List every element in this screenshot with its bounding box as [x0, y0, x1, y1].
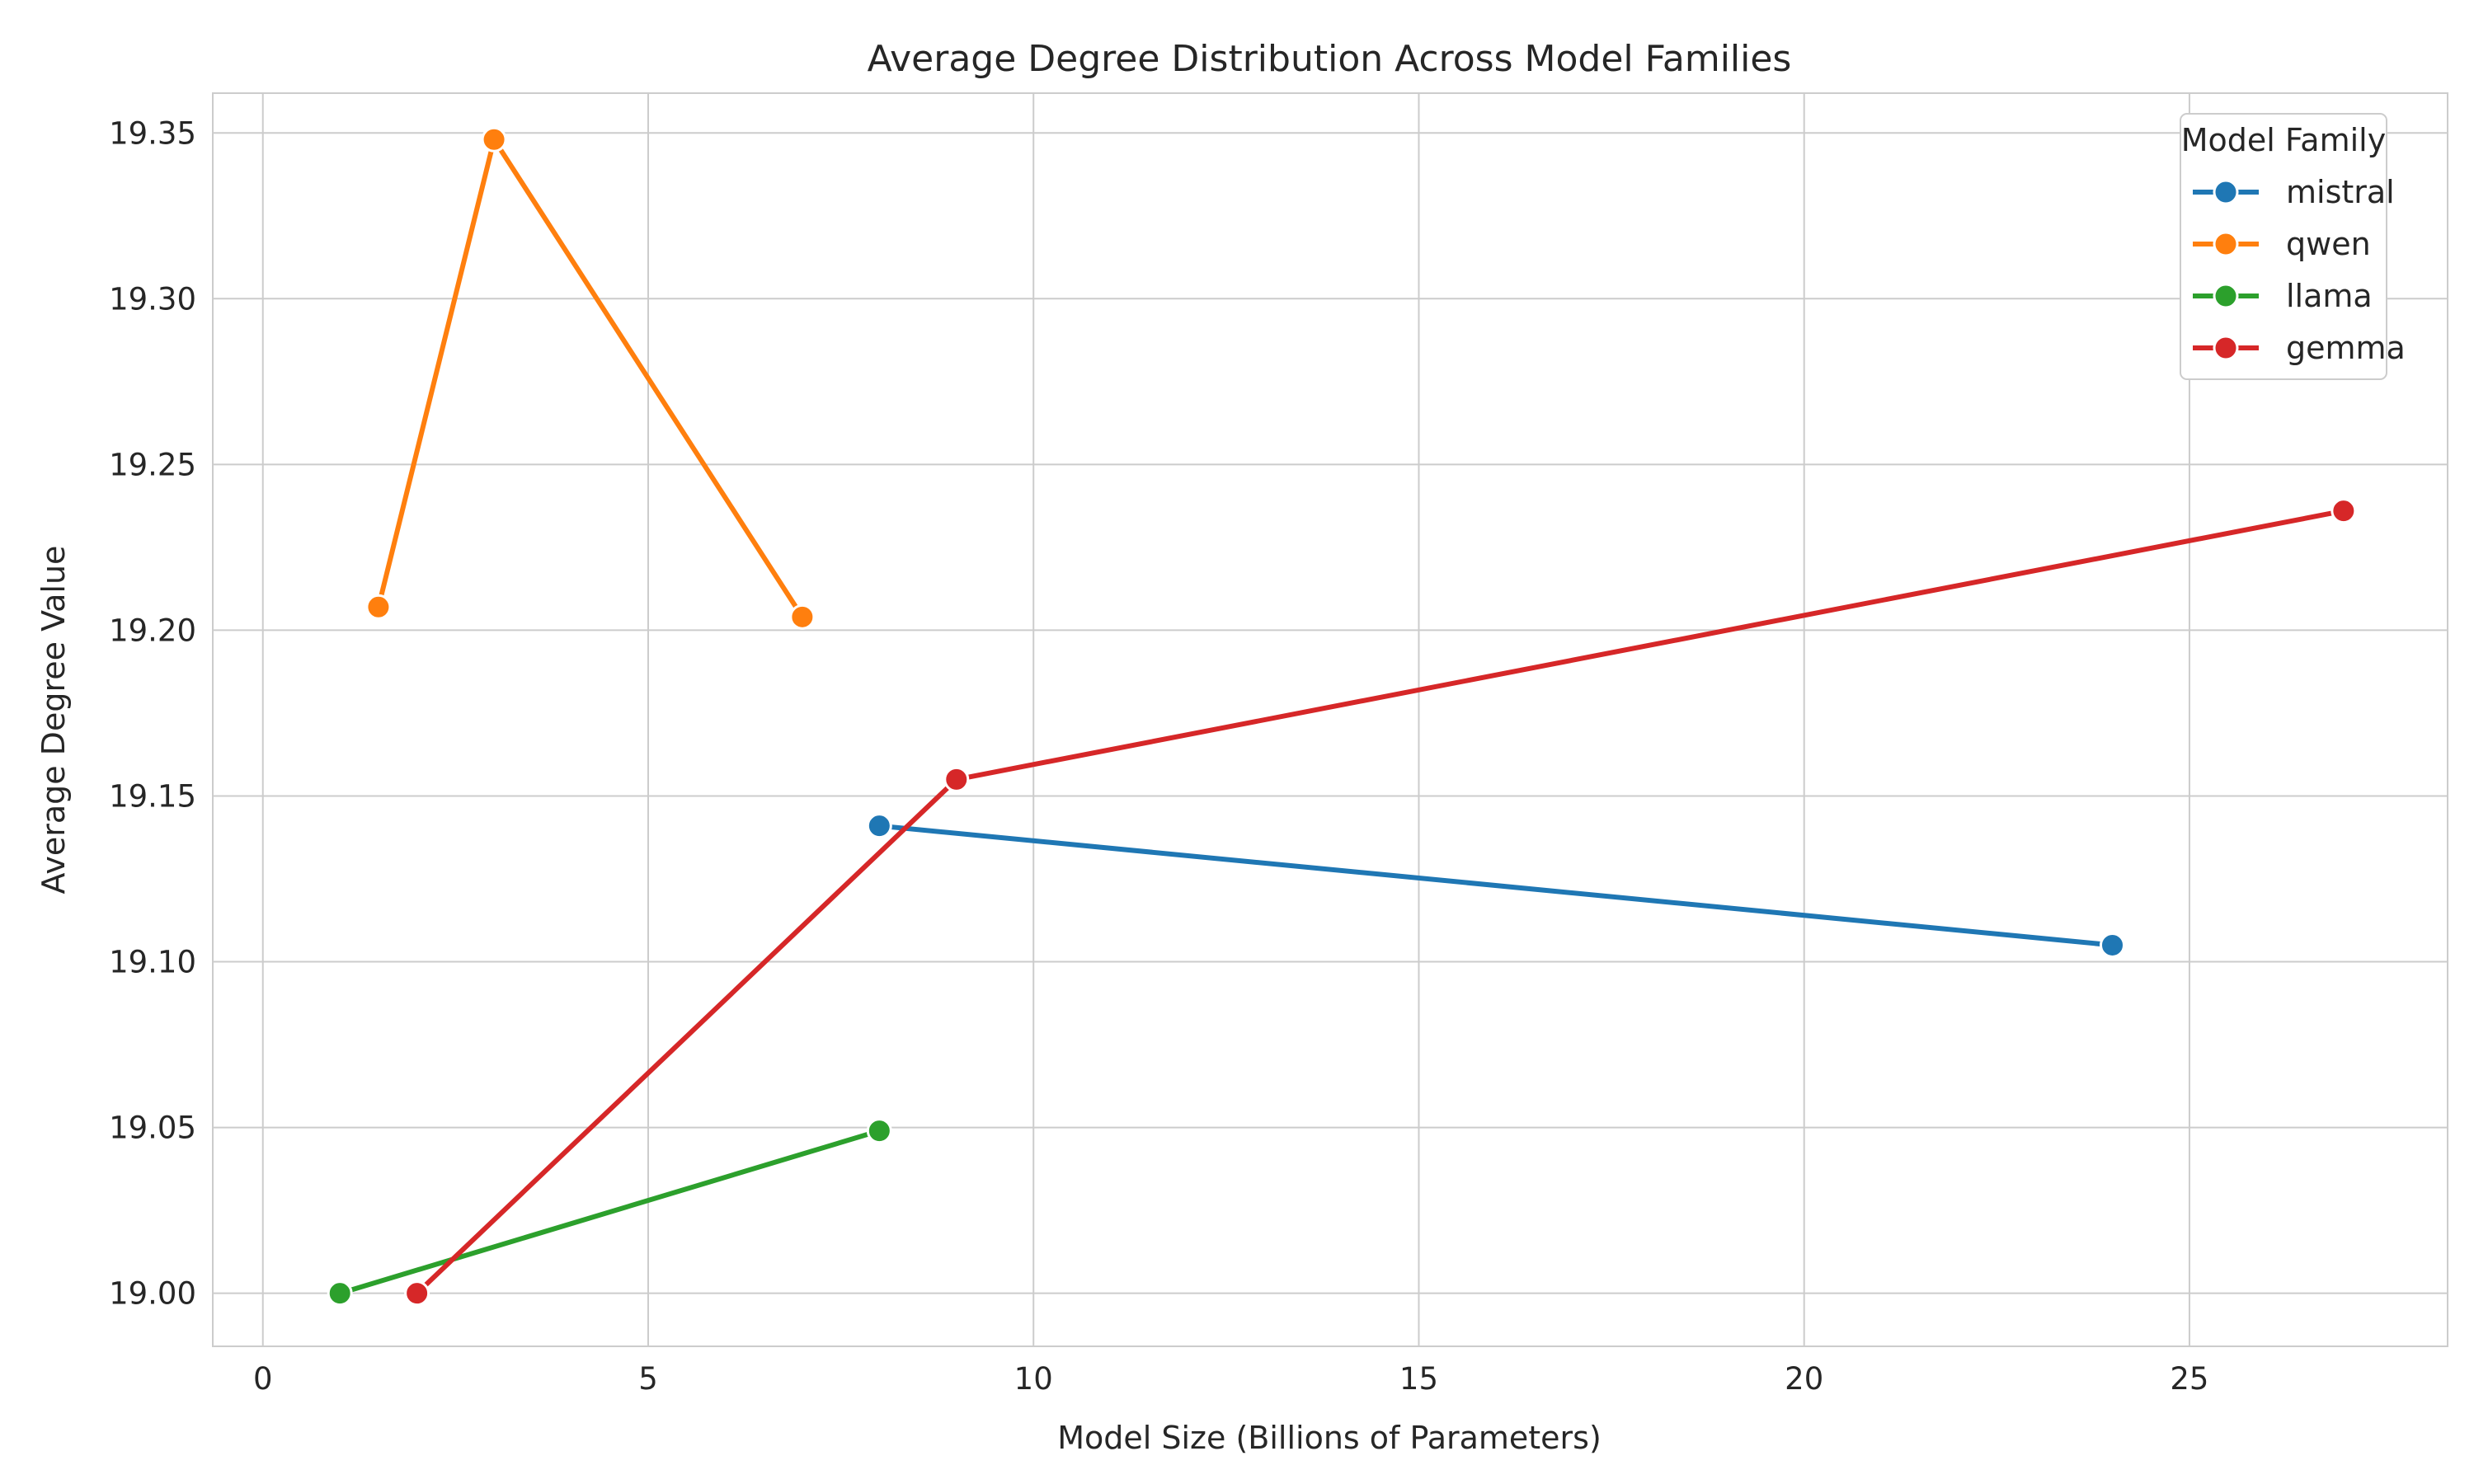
- y-tick-label: 19.15: [109, 778, 196, 814]
- legend: Model Family mistral qwen llama gemma: [2180, 113, 2406, 380]
- series-line-mistral: [877, 823, 2115, 948]
- data-point-mistral: [2100, 932, 2125, 958]
- data-point-qwen: [365, 594, 392, 620]
- legend-items: mistral qwen llama gemma: [2193, 174, 2406, 366]
- data-point-gemma: [404, 1280, 430, 1307]
- y-tick-labels: 19.00 19.05 19.10 19.15 19.20 19.25 19.30 19.35: [109, 115, 196, 1311]
- legend-item-gemma: gemma: [2193, 330, 2406, 366]
- chart-title: Average Degree Distribution Across Model…: [868, 38, 1792, 80]
- legend-item-llama: llama: [2193, 278, 2373, 314]
- x-tick-label: 15: [1399, 1361, 1438, 1397]
- x-tick-label: 5: [638, 1361, 658, 1397]
- x-tick-label: 25: [2170, 1361, 2208, 1397]
- data-point-gemma: [2331, 498, 2357, 524]
- x-axis-label: Model Size (Billions of Parameters): [1057, 1420, 1602, 1456]
- series-layer: [327, 126, 2357, 1307]
- x-tick-label: 10: [1014, 1361, 1053, 1397]
- series-llama: [327, 1118, 892, 1307]
- x-tick-label: 0: [253, 1361, 273, 1397]
- y-tick-label: 19.35: [109, 115, 196, 151]
- y-tick-label: 19.25: [109, 447, 196, 482]
- legend-label-qwen: qwen: [2286, 226, 2371, 262]
- legend-label-llama: llama: [2286, 278, 2373, 314]
- series-gemma: [404, 498, 2357, 1307]
- y-tick-label: 19.10: [109, 945, 196, 980]
- series-line-llama: [337, 1128, 882, 1296]
- data-point-gemma: [943, 766, 970, 792]
- y-tick-label: 19.30: [109, 281, 196, 317]
- series-mistral: [866, 813, 2125, 958]
- data-point-llama: [327, 1280, 353, 1307]
- x-tick-labels: 0 5 10 15 20 25: [253, 1361, 2209, 1397]
- legend-label-mistral: mistral: [2286, 174, 2395, 210]
- y-axis-label: Average Degree Value: [35, 546, 72, 895]
- y-tick-label: 19.00: [109, 1276, 196, 1312]
- data-point-mistral: [866, 813, 892, 839]
- legend-marker-gemma: [2213, 335, 2239, 361]
- legend-marker-llama: [2213, 283, 2239, 309]
- legend-marker-mistral: [2213, 179, 2239, 205]
- legend-marker-qwen: [2213, 231, 2239, 257]
- y-tick-label: 19.05: [109, 1111, 196, 1146]
- y-tick-label: 19.20: [109, 613, 196, 648]
- plot-area-frame: [212, 92, 2448, 1347]
- legend-item-mistral: mistral: [2193, 174, 2395, 210]
- legend-title: Model Family: [2181, 122, 2386, 158]
- series-qwen: [365, 126, 816, 630]
- data-point-qwen: [789, 603, 816, 630]
- legend-item-qwen: qwen: [2193, 226, 2371, 262]
- legend-box: [2180, 113, 2387, 380]
- x-tick-label: 20: [1785, 1361, 1823, 1397]
- data-point-qwen: [481, 126, 507, 153]
- legend-label-gemma: gemma: [2286, 330, 2406, 366]
- data-point-llama: [866, 1118, 892, 1144]
